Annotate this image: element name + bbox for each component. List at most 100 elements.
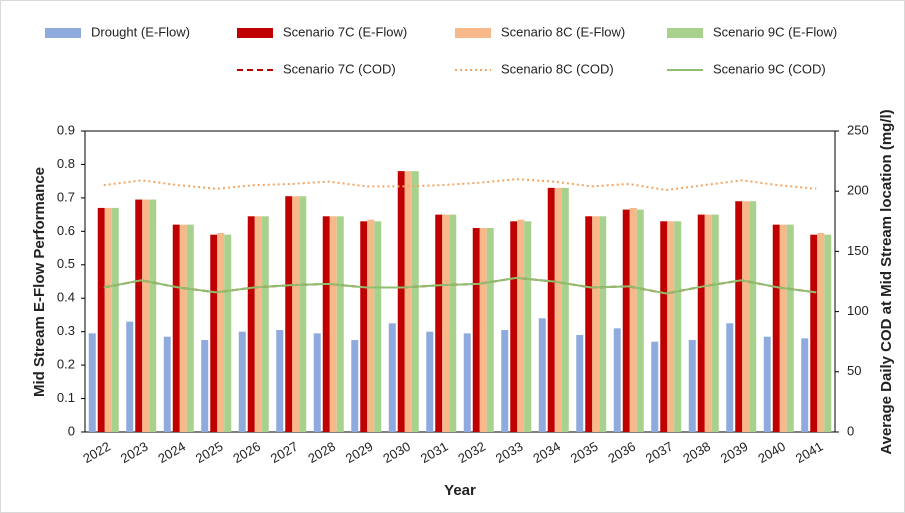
line: [103, 178, 817, 192]
bar: [801, 338, 809, 432]
y-tick-label: 0: [68, 423, 75, 438]
bar: [351, 340, 359, 432]
bar: [517, 219, 525, 432]
bar: [561, 187, 569, 432]
plot-frame: [84, 130, 836, 433]
bar: [404, 171, 412, 432]
legend-swatch: [667, 28, 703, 38]
legend-label: Scenario 8C (COD): [501, 61, 614, 76]
bar: [472, 227, 480, 432]
bar: [210, 234, 218, 432]
y-tick-label: 0.5: [57, 256, 75, 271]
bar: [547, 187, 555, 432]
y2-tick-label: 100: [847, 303, 869, 318]
legend-label: Scenario 7C (COD): [283, 61, 396, 76]
y-tick-label: 0.9: [57, 122, 75, 137]
bar: [786, 224, 794, 432]
bar: [726, 323, 734, 432]
bar: [554, 187, 562, 432]
bar: [704, 214, 712, 432]
bar: [585, 216, 593, 432]
bar: [711, 214, 719, 432]
bar: [622, 209, 630, 432]
bar: [247, 216, 255, 432]
y2-axis-title: Average Daily COD at Mid Stream location…: [878, 109, 895, 454]
y-tick-label: 0.2: [57, 357, 75, 372]
bar: [651, 341, 659, 432]
bar: [824, 234, 832, 432]
bar: [261, 216, 269, 432]
bar: [613, 328, 621, 432]
bar: [426, 331, 434, 432]
bar: [674, 221, 682, 432]
bar: [435, 214, 443, 432]
y-tick-label: 0.4: [57, 290, 75, 305]
bar: [322, 216, 330, 432]
bar: [463, 333, 471, 432]
bar: [749, 201, 757, 432]
bar: [397, 171, 405, 432]
bar: [299, 196, 307, 432]
y-axis-title: Mid Stream E-Flow Performance: [31, 167, 48, 397]
legend-label: Scenario 7C (E-Flow): [283, 24, 407, 39]
legend-label: Drought (E-Flow): [91, 24, 190, 39]
bar: [442, 214, 450, 432]
bar: [224, 234, 232, 432]
y-tick-label: 0.7: [57, 189, 75, 204]
y-tick-label: 0.1: [57, 390, 75, 405]
bar: [367, 219, 375, 432]
bar: [486, 227, 494, 432]
bar: [411, 171, 419, 432]
bar: [285, 196, 293, 432]
bar: [810, 234, 818, 432]
bar: [360, 221, 368, 432]
bar: [186, 224, 194, 432]
bar: [336, 216, 344, 432]
bar: [479, 227, 487, 432]
bar: [779, 224, 787, 432]
bar: [576, 335, 584, 432]
bar: [104, 207, 112, 432]
bar: [524, 221, 532, 432]
legend-swatch: [237, 28, 273, 38]
legend-label: Scenario 9C (E-Flow): [713, 24, 837, 39]
y2-tick-label: 0: [847, 423, 854, 438]
legend-swatch: [45, 28, 81, 38]
bar: [97, 207, 105, 432]
legend-label: Scenario 9C (COD): [713, 61, 826, 76]
y2-tick-label: 200: [847, 183, 869, 198]
y2-tick-label: 250: [847, 122, 869, 137]
bar: [163, 336, 171, 432]
bar: [763, 336, 771, 432]
bar: [292, 196, 300, 432]
bar: [742, 201, 750, 432]
bar: [217, 233, 225, 432]
bar: [201, 340, 209, 432]
legend-swatch: [455, 28, 491, 38]
bar: [735, 201, 743, 432]
bar: [254, 216, 262, 432]
x-axis-title: Year: [444, 482, 476, 499]
bar: [592, 216, 600, 432]
bar: [238, 331, 246, 432]
bar: [126, 321, 134, 432]
y-tick-label: 0.8: [57, 156, 75, 171]
bar: [135, 199, 143, 432]
y2-tick-label: 150: [847, 243, 869, 258]
bar: [142, 199, 150, 432]
bar: [510, 221, 518, 432]
bar: [88, 333, 96, 432]
bar: [688, 340, 696, 432]
bar: [276, 329, 284, 432]
bar: [374, 221, 382, 432]
bar: [172, 224, 180, 432]
bar: [772, 224, 780, 432]
bar: [313, 333, 321, 432]
line: [103, 276, 817, 295]
bar: [817, 233, 825, 432]
bar: [149, 199, 157, 432]
bar: [667, 221, 675, 432]
bar: [449, 214, 457, 432]
bar: [538, 318, 546, 432]
